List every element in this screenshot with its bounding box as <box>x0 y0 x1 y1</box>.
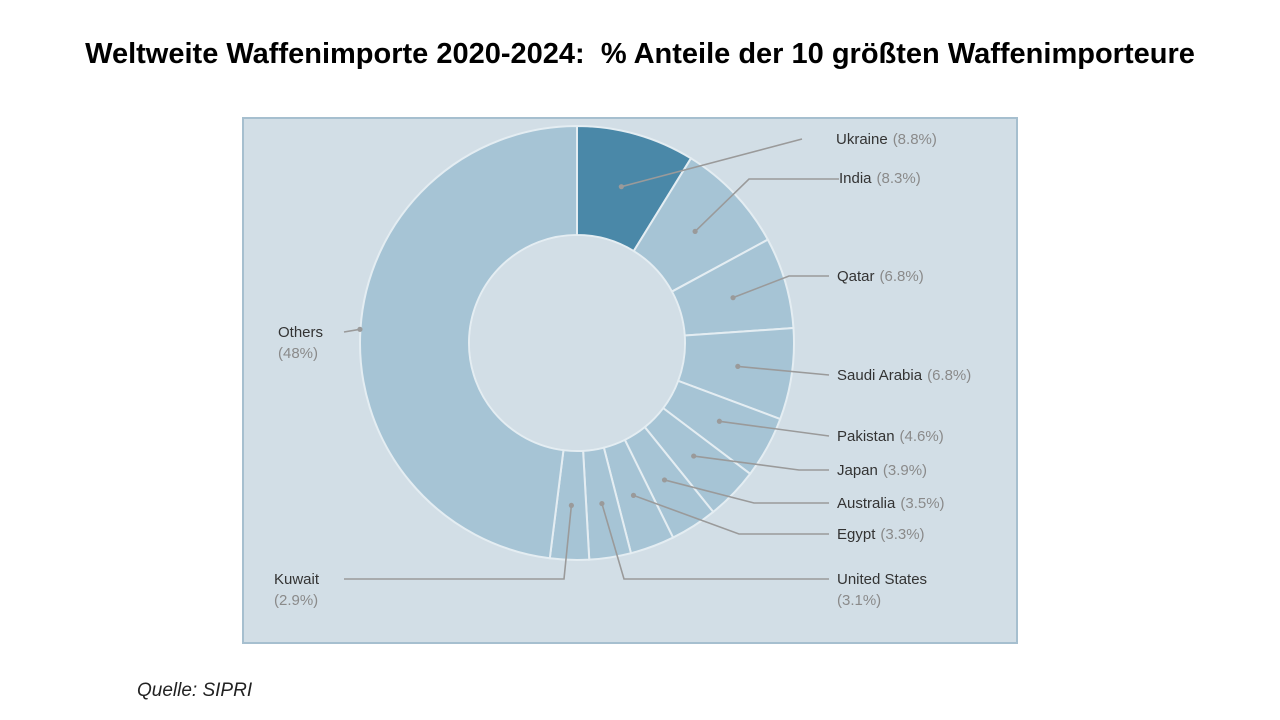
label-name-japan: Japan <box>837 462 878 479</box>
label-saudi-arabia: Saudi Arabia (6.8%) <box>837 367 971 384</box>
label-japan: Japan (3.9%) <box>837 462 927 479</box>
source-note: Quelle: SIPRI <box>137 680 253 701</box>
label-india: India (8.3%) <box>839 170 921 187</box>
leader-dot-others <box>357 326 363 332</box>
label-value-ukraine: (8.8%) <box>893 131 937 148</box>
label-australia: Australia (3.5%) <box>837 495 945 512</box>
label-value-others: (48%) <box>278 345 318 362</box>
label-name-ukraine: Ukraine <box>836 131 888 148</box>
leader-dot-india <box>692 228 698 234</box>
label-name-united-states: United States <box>837 571 927 588</box>
leader-dot-pakistan <box>716 418 722 424</box>
leader-line-japan <box>693 455 829 471</box>
leader-line-pakistan <box>719 420 830 437</box>
label-name-pakistan: Pakistan <box>837 428 895 445</box>
label-value-saudi-arabia: (6.8%) <box>927 367 971 384</box>
label-value-japan: (3.9%) <box>883 462 927 479</box>
leader-dot-australia <box>661 477 668 483</box>
leader-line-australia <box>664 479 829 504</box>
label-value-australia: (3.5%) <box>900 495 944 512</box>
label-name-egypt: Egypt <box>837 526 876 543</box>
leader-dot-saudi-arabia <box>735 363 741 370</box>
label-name-kuwait: Kuwait <box>274 571 320 588</box>
label-value-united-states: (3.1%) <box>837 592 881 609</box>
label-pakistan: Pakistan (4.6%) <box>837 428 944 445</box>
leader-line-united-states <box>601 503 829 580</box>
leader-dot-kuwait <box>568 502 574 509</box>
leader-dot-united-states <box>599 500 605 507</box>
leader-dot-japan <box>691 453 697 459</box>
label-value-india: (8.3%) <box>877 170 921 187</box>
leader-line-kuwait <box>344 505 573 580</box>
leader-line-ukraine <box>621 138 803 188</box>
label-name-saudi-arabia: Saudi Arabia <box>837 367 923 384</box>
label-name-india: India <box>839 170 872 187</box>
label-name-australia: Australia <box>837 495 896 512</box>
label-value-kuwait: (2.9%) <box>274 592 318 609</box>
leader-line-india <box>694 178 839 232</box>
label-united-states: United States (3.1%) <box>837 571 927 609</box>
chart-panel: Ukraine (8.8%) India (8.3%) Qatar (6.8%) Saudi… <box>242 117 1018 644</box>
label-kuwait: Kuwait (2.9%) <box>274 571 320 609</box>
leader-dot-ukraine <box>618 184 624 190</box>
label-name-others: Others <box>278 324 323 341</box>
label-value-qatar: (6.8%) <box>880 268 924 285</box>
label-name-qatar: Qatar <box>837 268 875 285</box>
donut-hole <box>470 236 684 450</box>
label-qatar: Qatar (6.8%) <box>837 268 924 285</box>
label-value-egypt: (3.3%) <box>880 526 924 543</box>
label-value-pakistan: (4.6%) <box>900 428 944 445</box>
leader-line-egypt <box>633 494 829 535</box>
leader-dot-egypt <box>630 492 637 498</box>
leader-line-others <box>343 328 361 333</box>
label-egypt: Egypt (3.3%) <box>837 526 925 543</box>
slice-others <box>359 124 578 560</box>
chart-title: Weltweite Waffenimporte 2020-2024: % Ant… <box>85 38 1195 70</box>
label-ukraine: Ukraine (8.8%) <box>836 131 937 148</box>
leader-dot-qatar <box>730 295 736 301</box>
label-others: Others (48%) <box>278 324 323 362</box>
leader-line-saudi-arabia <box>737 365 830 376</box>
donut-chart: Ukraine (8.8%)India (8.3%)Qatar (6.8%)Saudi… <box>244 119 1016 642</box>
leader-line-qatar <box>732 275 829 299</box>
